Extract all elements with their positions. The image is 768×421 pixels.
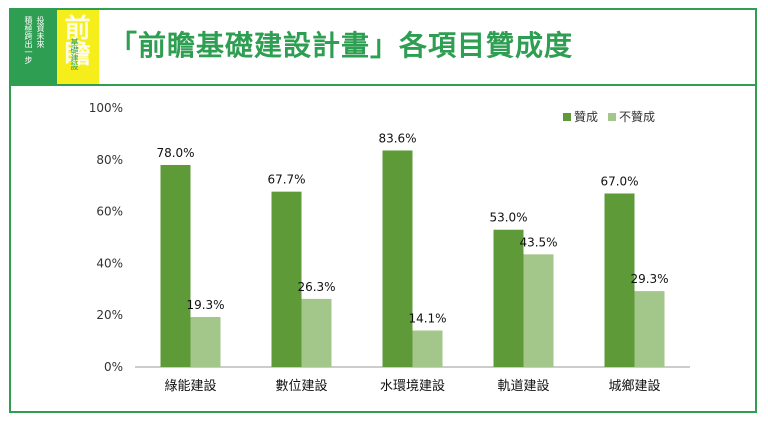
data-label: 29.3% (630, 272, 668, 286)
y-axis-tick-labels: 0% 20% 40% 60% 80% 100% (89, 101, 123, 374)
y-tick-label: 40% (96, 256, 123, 270)
legend-label: 不贊成 (619, 110, 655, 124)
x-tick-label: 城鄉建設 (608, 378, 660, 394)
logo-mark-panel: 前瞻 基礎建設 (57, 10, 99, 84)
logo-slogan-line2: 積極跨出一步 (24, 16, 33, 64)
data-label: 43.5% (519, 235, 557, 249)
logo-slogan-line1: 投資未來 (36, 16, 45, 48)
data-labels: 78.0% 19.3% 67.7% 26.3% 83.6% 14.1% 53.0% 43.5%… (156, 131, 668, 325)
legend-swatch-favor (563, 113, 571, 121)
data-label: 14.1% (408, 311, 446, 325)
bar-favor (271, 191, 302, 367)
data-label: 67.7% (267, 173, 305, 187)
logo-slogan-panel: 投資未來 積極跨出一步 (11, 10, 57, 84)
data-label: 83.6% (378, 131, 416, 145)
y-tick-label: 0% (104, 360, 123, 374)
x-tick-label: 水環境建設 (380, 378, 445, 394)
bar-series (160, 150, 665, 367)
x-tick-label: 綠能建設 (164, 378, 216, 394)
legend: 贊成 不贊成 (563, 110, 655, 124)
data-label: 26.3% (297, 280, 335, 294)
y-tick-label: 100% (89, 101, 123, 115)
page-title: 「前瞻基礎建設計畫」各項目贊成度 (109, 29, 574, 62)
legend-label: 贊成 (574, 110, 598, 124)
y-tick-label: 60% (96, 205, 123, 219)
header-bar: 投資未來 積極跨出一步 前瞻 基礎建設 「前瞻基礎建設計畫」各項目贊成度 (11, 10, 755, 86)
data-label: 67.0% (600, 174, 638, 188)
bar-favor (604, 193, 635, 367)
bar-favor (493, 229, 524, 367)
legend-swatch-oppose (608, 113, 616, 121)
x-axis-tick-labels: 綠能建設 數位建設 水環境建設 軌道建設 城鄉建設 (164, 378, 660, 394)
y-tick-label: 20% (96, 308, 123, 322)
x-tick-label: 軌道建設 (497, 378, 549, 394)
bar-oppose (634, 291, 665, 367)
x-tick-label: 數位建設 (275, 378, 327, 394)
logo-subtitle: 基礎建設 (70, 38, 79, 70)
data-label: 19.3% (186, 298, 224, 312)
bar-favor (160, 164, 191, 367)
bar-oppose (412, 330, 443, 367)
data-label: 78.0% (156, 146, 194, 160)
bar-oppose (301, 298, 332, 367)
logo-calligraphy-mark: 前瞻 (60, 14, 90, 66)
data-label: 53.0% (489, 211, 527, 225)
bar-favor (382, 150, 413, 367)
y-tick-label: 80% (96, 153, 123, 167)
bar-oppose (523, 254, 554, 367)
bar-oppose (190, 317, 221, 367)
